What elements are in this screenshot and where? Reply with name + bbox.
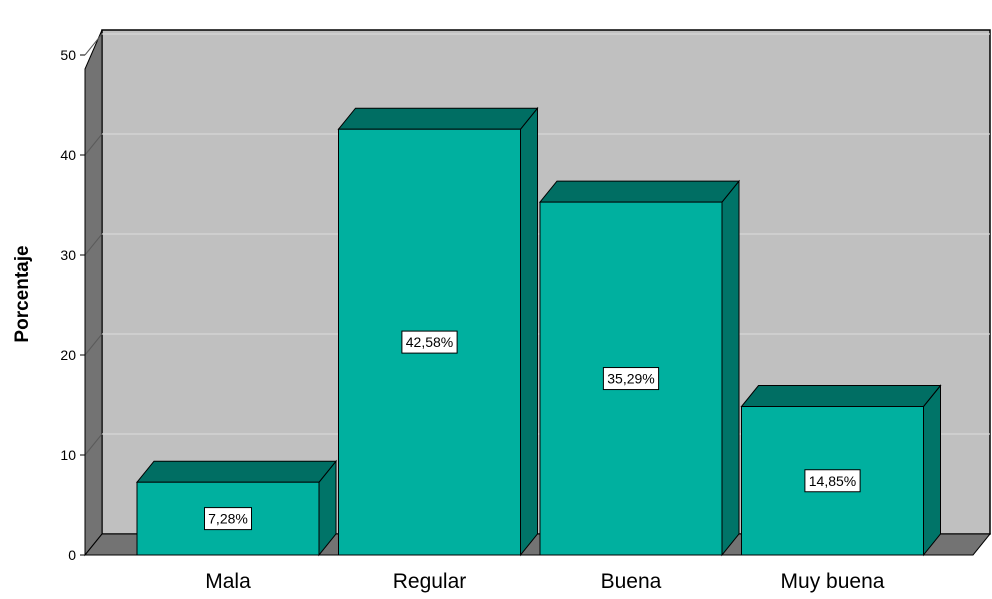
x-tick-label: Muy buena [781, 570, 885, 593]
data-label: 35,29% [607, 371, 654, 387]
gridline-side [84, 433, 103, 456]
bars [135, 106, 942, 557]
bar-top [538, 180, 741, 203]
data-label-box [204, 507, 252, 531]
y-axis: 0 10 20 30 40 50 [60, 47, 86, 563]
y-tick-label: 50 [60, 47, 76, 63]
bar-top [135, 460, 338, 483]
x-tick-label: Buena [601, 570, 662, 593]
data-label: 14,85% [809, 473, 856, 489]
gridline-side [84, 133, 103, 156]
y-tick-label: 20 [60, 347, 76, 363]
bar-top [337, 107, 539, 130]
gridline-side [84, 33, 103, 56]
x-tick-label: Mala [205, 570, 251, 593]
y-tick-label: 30 [60, 247, 76, 263]
bar-side [923, 384, 941, 557]
side-wall [84, 29, 103, 557]
x-tick-label: Regular [393, 570, 467, 593]
gridline-side [84, 233, 103, 256]
x-axis: Mala Regular Buena Muy buena [205, 570, 885, 593]
data-label: 42,58% [406, 334, 453, 350]
data-labels: 7,28% 42,58% 35,29% 14,85% [204, 330, 861, 531]
y-tick-label: 40 [60, 147, 76, 163]
bar-side [721, 179, 740, 557]
y-axis-title: Porcentaje [12, 245, 33, 342]
bar-side [520, 106, 538, 557]
bar-top [740, 385, 942, 407]
bar [135, 459, 338, 557]
data-label: 7,28% [208, 511, 248, 527]
bar [337, 106, 539, 557]
y-tick-label: 0 [68, 547, 76, 563]
data-label-box [602, 367, 660, 391]
data-label-box [804, 469, 861, 493]
data-label-box [401, 330, 458, 354]
y-tick-label: 10 [60, 447, 76, 463]
gridline-side [84, 333, 103, 356]
